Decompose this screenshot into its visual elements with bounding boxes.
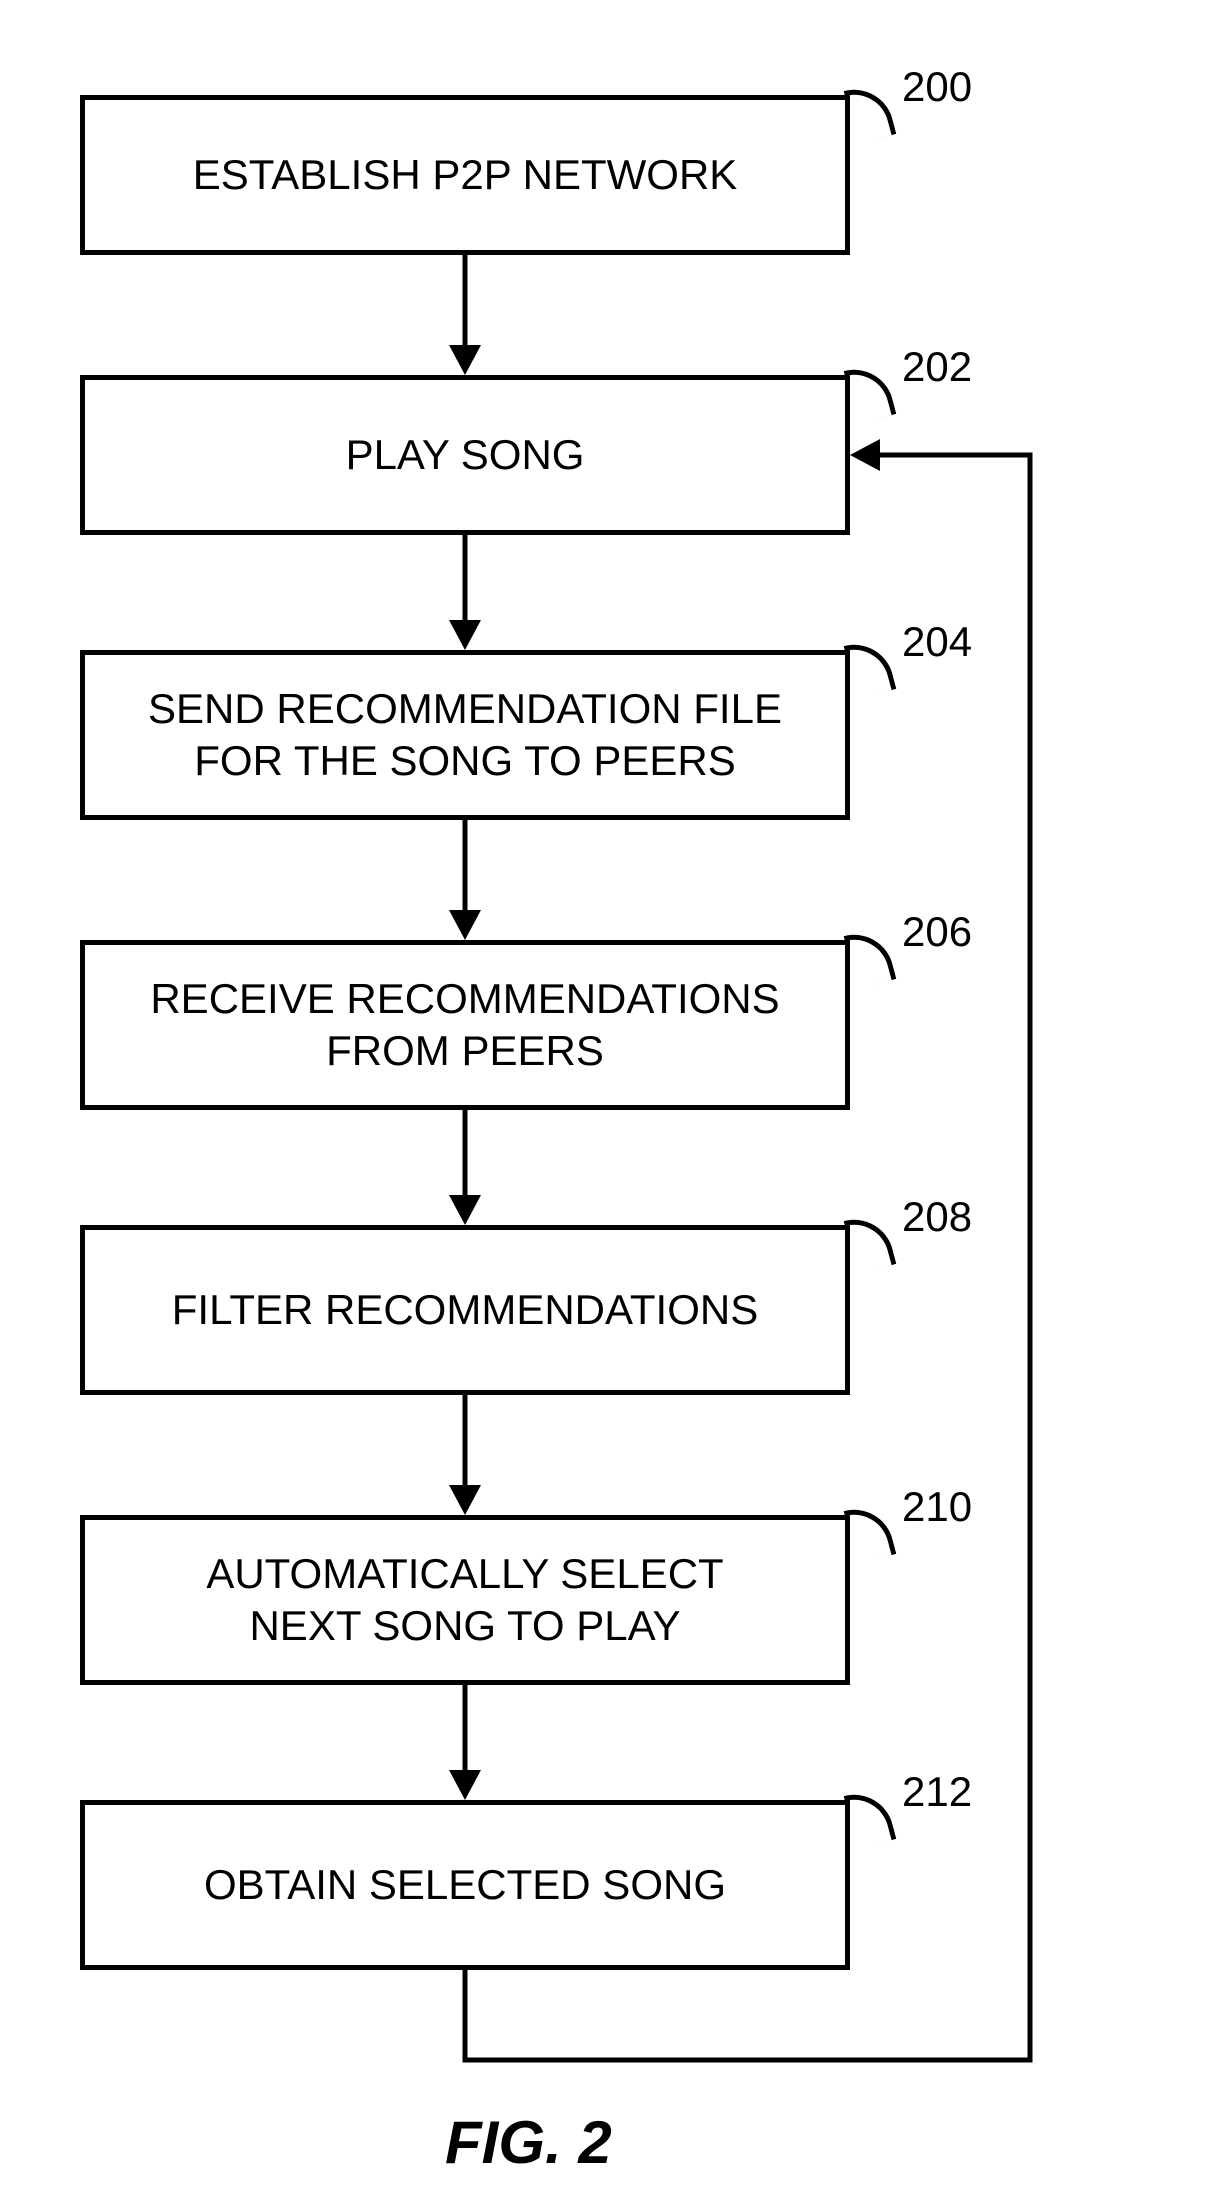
- feedback-arrow: [0, 0, 1229, 2191]
- flowchart-container: ESTABLISH P2P NETWORK PLAY SONG SEND REC…: [0, 0, 1229, 2191]
- figure-label: FIG. 2: [445, 2108, 612, 2177]
